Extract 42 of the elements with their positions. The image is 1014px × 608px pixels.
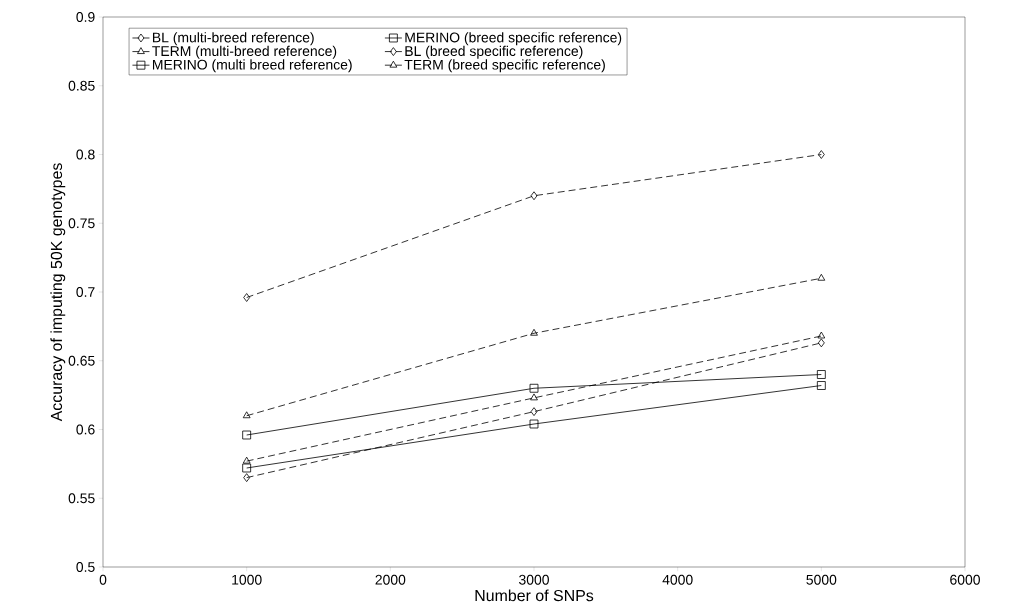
point: [242, 456, 251, 464]
y-tick-label: 0.65: [68, 355, 95, 366]
legend-label: MERINO (multi breed reference): [152, 59, 352, 73]
point: [530, 191, 538, 201]
point: [817, 338, 825, 348]
point: [817, 273, 826, 281]
legend-label: BL (multi-breed reference): [152, 32, 314, 46]
point: [816, 370, 826, 379]
x-tick-label: 2000: [375, 574, 406, 585]
x-tick-label: 4000: [662, 574, 693, 585]
point: [529, 383, 539, 393]
x-tick-label: 0: [99, 574, 107, 585]
point: [530, 393, 538, 401]
x-tick-label: 1000: [232, 574, 262, 585]
x-tick-label: 5000: [806, 574, 837, 585]
legend-label: TERM (multi-breed reference): [152, 45, 337, 59]
point: [816, 381, 826, 390]
y-tick-label: 0.8: [76, 149, 95, 160]
point: [530, 407, 538, 417]
y-tick-label: 0.75: [68, 218, 95, 229]
point: [530, 328, 538, 336]
point: [529, 419, 539, 429]
point: [242, 463, 252, 473]
y-tick-label: 0.6: [76, 424, 95, 435]
point: [243, 473, 251, 483]
y-tick-label: 0.5: [76, 562, 95, 572]
y-tick-label: 0.85: [68, 80, 95, 91]
x-tick-label: 6000: [950, 574, 980, 585]
y-tick-label: 0.55: [68, 493, 95, 504]
x-tick-label: 3000: [519, 574, 549, 585]
x-axis-title: Number of SNPs: [475, 589, 594, 602]
legend-label: BL (breed specific reference): [405, 45, 583, 59]
legend-label: TERM (breed specific reference): [404, 59, 605, 73]
y-axis-title: Accuracy of imputing 50K genotypes: [50, 163, 66, 422]
legend-label: MERINO (breed specific reference): [405, 32, 622, 46]
point: [242, 430, 252, 440]
point: [242, 411, 251, 419]
point: [817, 150, 825, 159]
y-tick-label: 0.9: [76, 12, 95, 22]
point: [243, 293, 251, 302]
point: [817, 331, 826, 339]
y-tick-label: 0.7: [76, 287, 95, 297]
